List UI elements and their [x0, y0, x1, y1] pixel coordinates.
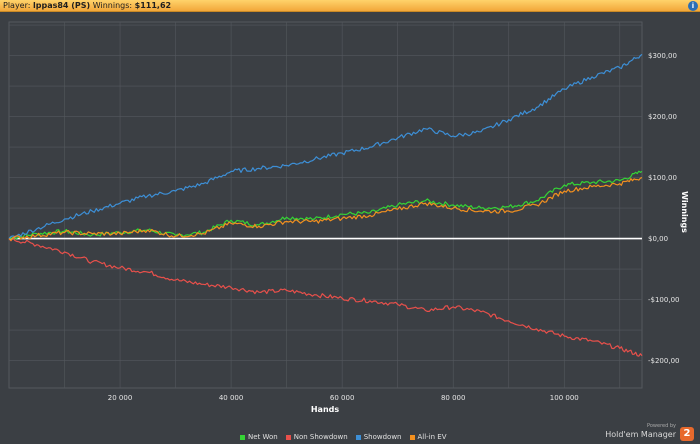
- y-tick-label: $100,00: [648, 174, 677, 182]
- x-tick-label: 40 000: [219, 394, 244, 402]
- winnings-value: $111,62: [134, 1, 172, 10]
- y-tick-label: -$200,00: [648, 357, 679, 365]
- x-axis-ticks: 20 000 40 000 60 000 80 000 100 000: [108, 394, 579, 402]
- powered-by-text: Powered by: [647, 423, 676, 429]
- plot-frame: [8, 21, 643, 389]
- y-tick-label: $200,00: [648, 113, 677, 121]
- x-tick-label: 60 000: [330, 394, 355, 402]
- legend-item[interactable]: Non Showdown: [285, 432, 348, 442]
- legend-label: Net Won: [248, 433, 278, 441]
- legend-swatch: [355, 434, 361, 440]
- series-line-net-won: [8, 170, 643, 240]
- legend-label: All-in EV: [417, 433, 447, 441]
- legend-label: Non Showdown: [293, 433, 348, 441]
- player-label: Player:: [3, 1, 31, 10]
- x-tick-label: 80 000: [441, 394, 466, 402]
- winnings-label: Winnings:: [92, 1, 133, 10]
- branding: Powered by Hold'em Manager 2: [605, 422, 696, 444]
- grid: [8, 21, 643, 389]
- series-line-all-in-ev: [8, 177, 643, 241]
- logo-icon: 2: [680, 427, 694, 441]
- series-line-non-showdown: [8, 237, 643, 357]
- legend-item[interactable]: Showdown: [355, 432, 402, 442]
- legend-item[interactable]: Net Won: [240, 432, 278, 442]
- player-name: lppas84 (PS): [33, 1, 91, 10]
- y-axis-label: Winnings: [680, 191, 689, 233]
- y-tick-label: $300,00: [648, 52, 677, 60]
- title-bar: Player: lppas84 (PS) Winnings: $111,62 i: [0, 0, 700, 12]
- winnings-chart: 20 000 40 000 60 000 80 000 100 000 -$200,00…: [8, 21, 689, 414]
- series-line-showdown: [8, 53, 643, 240]
- x-axis-label: Hands: [311, 405, 340, 414]
- product-name: Hold'em Manager: [605, 430, 676, 439]
- legend-swatch: [285, 434, 291, 440]
- y-tick-label: -$100,00: [648, 296, 679, 304]
- player-info: Player: lppas84 (PS) Winnings: $111,62: [3, 0, 171, 12]
- x-tick-label: 100 000: [550, 394, 579, 402]
- series-lines: [8, 53, 643, 357]
- y-tick-label: $0,00: [648, 235, 668, 243]
- legend-item[interactable]: All-in EV: [409, 432, 447, 442]
- legend-label: Showdown: [363, 433, 402, 441]
- y-axis-ticks: -$200,00 -$100,00 $0,00 $100,00 $200,00 $300,…: [648, 52, 679, 365]
- info-icon[interactable]: i: [688, 1, 698, 11]
- legend-swatch: [409, 434, 415, 440]
- x-tick-label: 20 000: [108, 394, 133, 402]
- legend: Net Won Non Showdown Showdown All-in EV: [240, 432, 455, 442]
- legend-swatch: [240, 434, 245, 440]
